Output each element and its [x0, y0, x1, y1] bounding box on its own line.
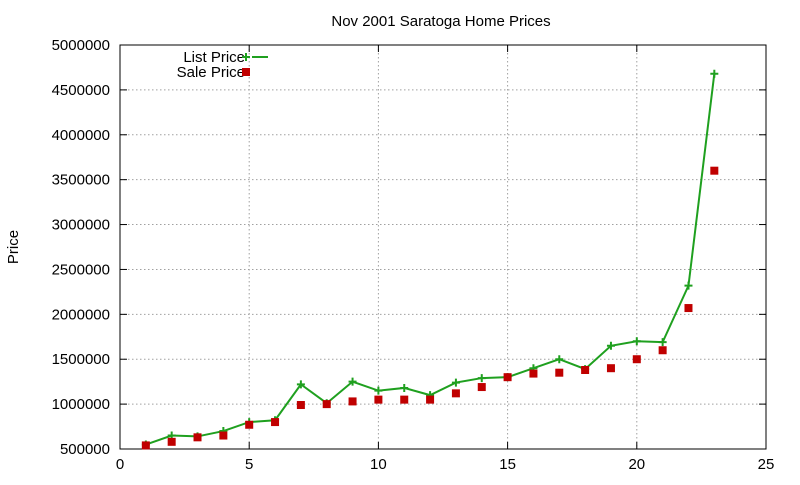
y-tick-label: 5000000 — [52, 37, 110, 54]
data-point — [710, 166, 719, 175]
data-point — [529, 369, 538, 378]
y-tick-label: 500000 — [60, 441, 110, 458]
series-group — [141, 69, 719, 450]
data-point — [400, 395, 409, 404]
data-point — [477, 383, 486, 392]
data-point — [400, 383, 409, 392]
data-point — [477, 374, 486, 383]
data-point — [296, 380, 305, 389]
data-point — [581, 365, 590, 374]
data-point — [684, 281, 693, 290]
x-tick-label: 0 — [116, 456, 124, 473]
y-tick-label: 1500000 — [52, 351, 110, 368]
y-tick-label: 3000000 — [52, 217, 110, 234]
y-tick-label: 2000000 — [52, 306, 110, 323]
data-point — [658, 346, 667, 355]
x-tick-label: 15 — [499, 456, 516, 473]
data-point — [348, 377, 357, 386]
data-point — [374, 386, 383, 395]
data-point — [167, 437, 176, 446]
legend-marker — [242, 53, 250, 61]
series-sale-price — [141, 166, 719, 450]
x-tick-label: 10 — [370, 456, 387, 473]
data-point — [451, 378, 460, 387]
data-point — [296, 401, 305, 410]
y-axis-label: Price — [5, 230, 22, 264]
series-line — [145, 73, 716, 446]
data-point — [632, 337, 641, 346]
y-tick-label: 3500000 — [52, 172, 110, 189]
data-point — [193, 433, 202, 442]
legend-marker — [242, 68, 250, 76]
x-tick-label: 20 — [628, 456, 645, 473]
data-point — [271, 418, 280, 427]
data-point — [141, 441, 150, 450]
legend-label: Sale Price — [177, 64, 245, 81]
legend-label: List Price — [183, 49, 245, 66]
data-point — [219, 431, 228, 440]
data-point — [322, 400, 331, 409]
data-point — [245, 420, 254, 429]
data-point — [606, 341, 615, 350]
chart-title: Nov 2001 Saratoga Home Prices — [331, 13, 550, 30]
data-point — [348, 397, 357, 406]
y-tick-label: 1000000 — [52, 396, 110, 413]
series-list-price — [141, 69, 719, 449]
data-point — [658, 338, 667, 347]
x-tick-label: 25 — [758, 456, 775, 473]
data-point — [555, 368, 564, 377]
x-tick-label: 5 — [245, 456, 253, 473]
plot-border — [119, 44, 767, 450]
plot-frame — [119, 44, 767, 450]
data-point — [606, 364, 615, 373]
y-tick-label: 2500000 — [52, 261, 110, 278]
y-tick-label: 4000000 — [52, 127, 110, 144]
data-point — [451, 389, 460, 398]
ticks: 0 5 10 15 20 25 500000 1000000 1500000 2000000 250… — [52, 37, 775, 473]
data-point — [503, 373, 512, 382]
y-tick-label: 4500000 — [52, 82, 110, 99]
grid — [120, 45, 766, 449]
data-point — [684, 304, 693, 313]
data-point — [426, 395, 435, 404]
data-point — [374, 395, 383, 404]
data-point — [710, 69, 719, 78]
data-point — [632, 355, 641, 364]
data-point — [555, 355, 564, 364]
